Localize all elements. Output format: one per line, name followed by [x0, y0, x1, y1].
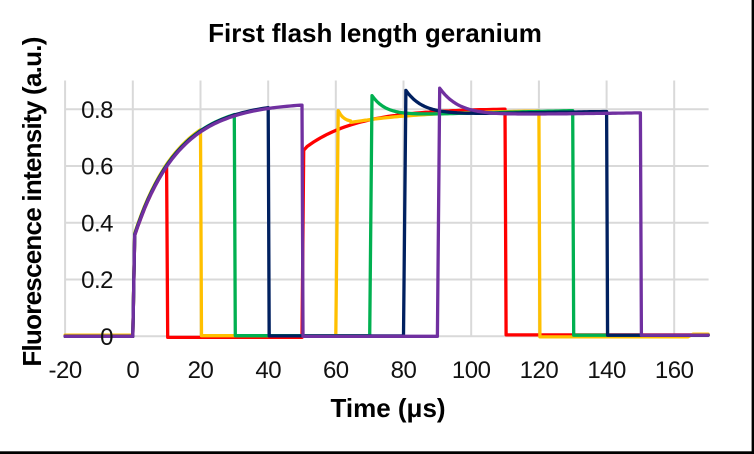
svg-text:40: 40	[255, 357, 281, 384]
svg-text:First flash length geranium: First flash length geranium	[208, 18, 542, 48]
svg-text:0.8: 0.8	[81, 97, 113, 124]
svg-text:60: 60	[323, 357, 349, 384]
svg-text:0: 0	[126, 357, 139, 384]
svg-text:-20: -20	[49, 357, 82, 384]
svg-text:160: 160	[655, 357, 694, 384]
svg-text:20: 20	[188, 357, 214, 384]
svg-text:80: 80	[391, 357, 417, 384]
svg-text:120: 120	[520, 357, 559, 384]
svg-text:Time (μs): Time (μs)	[330, 393, 445, 423]
svg-text:100: 100	[452, 357, 491, 384]
svg-text:140: 140	[587, 357, 626, 384]
svg-text:0.2: 0.2	[81, 267, 113, 294]
svg-text:0.4: 0.4	[81, 210, 113, 237]
svg-text:Fluorescence intensity (a.u.): Fluorescence intensity (a.u.)	[17, 37, 47, 366]
svg-text:0.6: 0.6	[81, 154, 113, 181]
svg-text:0: 0	[100, 324, 113, 351]
